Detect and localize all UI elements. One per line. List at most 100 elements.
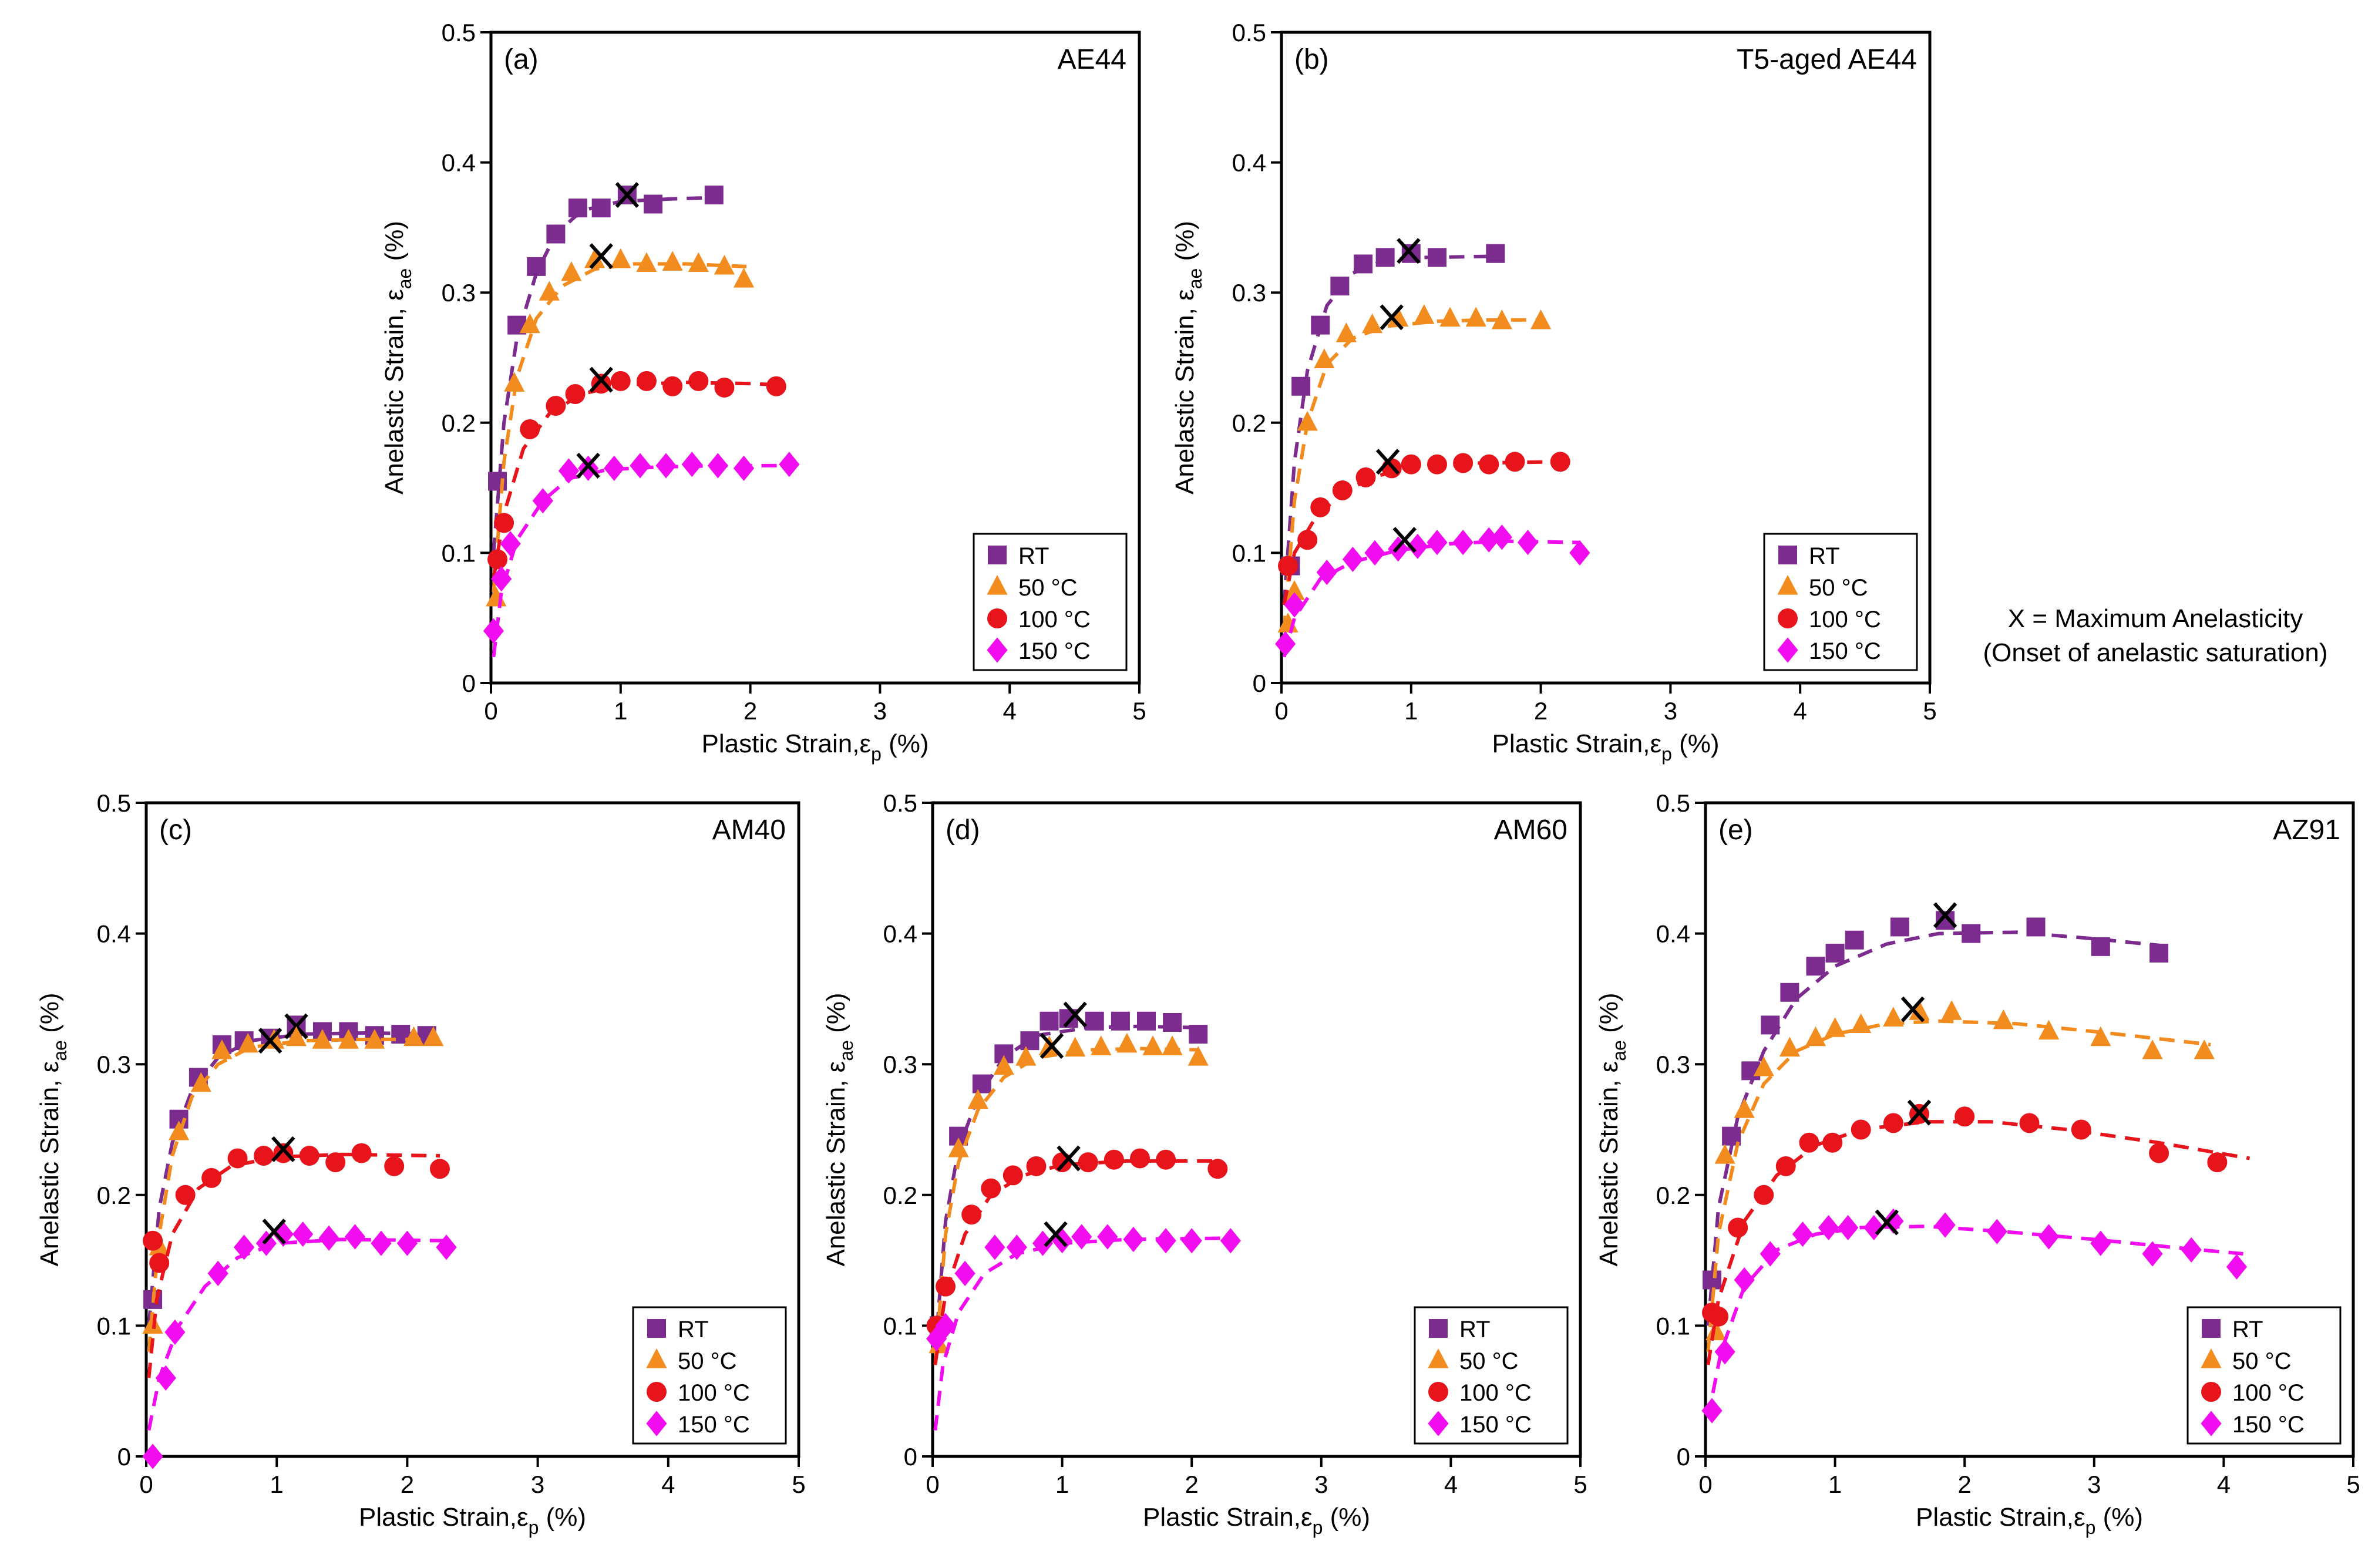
data-point	[2091, 937, 2110, 956]
chart-panel-1: 0 1 2 3 4 5 0 0.1 0.2 0.3 0.4 0.5 Plastic Strain,εp …	[380, 19, 1146, 765]
data-point	[190, 1072, 211, 1092]
data-point	[935, 1313, 956, 1338]
y-tick-label: 0.4	[442, 149, 476, 177]
data-point	[299, 1146, 319, 1166]
data-point	[142, 1443, 163, 1469]
legend: RT 50 °C 100 °C 150 °C	[973, 533, 1128, 671]
data-point	[1986, 1219, 2007, 1244]
data-point	[1278, 556, 1298, 576]
panel-label: (a)	[504, 44, 539, 75]
data-point	[1155, 1228, 1176, 1254]
data-point	[936, 1276, 956, 1297]
data-point	[2207, 1152, 2228, 1173]
legend-marker	[2201, 1382, 2221, 1402]
data-point	[2149, 1143, 2169, 1163]
legend-label: RT	[1018, 543, 1049, 569]
data-point	[558, 458, 580, 484]
data-point	[1078, 1152, 1098, 1173]
data-point	[1761, 1015, 1780, 1035]
x-tick-label: 1	[1404, 697, 1418, 725]
plot-frame	[931, 801, 1582, 1458]
data-point	[143, 1230, 163, 1251]
data-point	[1714, 1144, 1735, 1164]
max-anelasticity-marker	[271, 1136, 295, 1162]
data-point	[1129, 1148, 1150, 1169]
data-point	[1361, 313, 1383, 334]
data-point	[1792, 1221, 1814, 1247]
x-tick-label: 5	[792, 1471, 805, 1498]
data-point	[2090, 1230, 2111, 1256]
max-anelasticity-marker	[1044, 1221, 1068, 1247]
max-anelasticity-marker	[1907, 1099, 1932, 1126]
legend-marker	[987, 575, 1008, 595]
x-tick-label: 4	[2217, 1471, 2231, 1498]
data-point	[2181, 1237, 2202, 1263]
max-anelasticity-marker	[1380, 304, 1404, 331]
data-point	[1806, 957, 1825, 976]
x-tick-label: 5	[1132, 697, 1146, 725]
data-point	[704, 186, 724, 204]
fit-line	[1706, 930, 2172, 1326]
data-point	[2226, 1254, 2248, 1280]
max-anelasticity-marker	[576, 452, 600, 479]
legend-marker	[1429, 1319, 1448, 1338]
data-point	[351, 1143, 372, 1163]
data-point	[967, 1089, 988, 1109]
data-point	[371, 1230, 392, 1256]
y-tick-label: 0.3	[883, 1051, 917, 1078]
data-point	[1701, 1398, 1723, 1424]
legend-marker	[647, 1319, 666, 1338]
max-anelasticity-marker	[262, 1219, 286, 1245]
max-anelasticity-marker	[1397, 238, 1421, 264]
data-point	[636, 252, 657, 272]
data-point	[1291, 376, 1311, 396]
data-point	[1486, 244, 1505, 263]
max-anelasticity-marker	[1900, 996, 1925, 1022]
fit-line	[1282, 539, 1580, 658]
y-tick-label: 0.4	[97, 920, 131, 948]
data-point	[1388, 307, 1409, 327]
data-point	[1071, 1224, 1092, 1250]
legend-label: 100 °C	[1018, 607, 1091, 632]
data-point	[2026, 917, 2046, 937]
fit-line	[933, 1236, 1231, 1431]
data-point	[423, 1026, 444, 1047]
y-tick-label: 0.1	[442, 539, 476, 567]
data-point	[1728, 1217, 1748, 1238]
data-point	[2149, 943, 2169, 963]
max-anelasticity-marker	[589, 366, 613, 393]
y-tick-label: 0.3	[97, 1051, 131, 1078]
data-point	[655, 453, 677, 479]
data-point	[344, 1224, 366, 1250]
data-point	[2038, 1019, 2060, 1040]
data-point	[1754, 1185, 1774, 1205]
data-point	[546, 224, 566, 244]
x-tick-label: 5	[1573, 1471, 1587, 1498]
y-tick-label: 0.1	[883, 1312, 917, 1340]
y-tick-label: 0.5	[1656, 789, 1690, 817]
data-point	[565, 384, 586, 405]
plot-frame	[144, 801, 800, 1458]
legend-marker	[1778, 608, 1798, 628]
data-point	[1845, 930, 1864, 950]
data-point	[504, 372, 525, 392]
x-axis-label: Plastic Strain,εp (%)	[1916, 1503, 2143, 1538]
data-point	[1188, 1046, 1209, 1066]
max-anelasticity-marker	[1063, 1001, 1087, 1028]
legend-label: 50 °C	[1809, 575, 1868, 601]
y-tick-label: 0.2	[442, 409, 476, 437]
legend-marker	[1428, 1382, 1448, 1402]
legend-marker	[646, 1411, 667, 1436]
data-point	[714, 254, 735, 275]
legend-label: 100 °C	[1809, 607, 1881, 632]
legend: RT 50 °C 100 °C 150 °C	[2186, 1306, 2342, 1445]
legend-label: 100 °C	[678, 1380, 750, 1406]
plot-frame	[1280, 31, 1932, 685]
data-point	[1156, 1149, 1176, 1170]
data-point	[1427, 248, 1446, 267]
legend-label: RT	[2232, 1317, 2263, 1342]
data-point	[1883, 1007, 1904, 1027]
x-tick-label: 5	[1923, 697, 1936, 725]
legend-marker	[647, 1382, 667, 1402]
